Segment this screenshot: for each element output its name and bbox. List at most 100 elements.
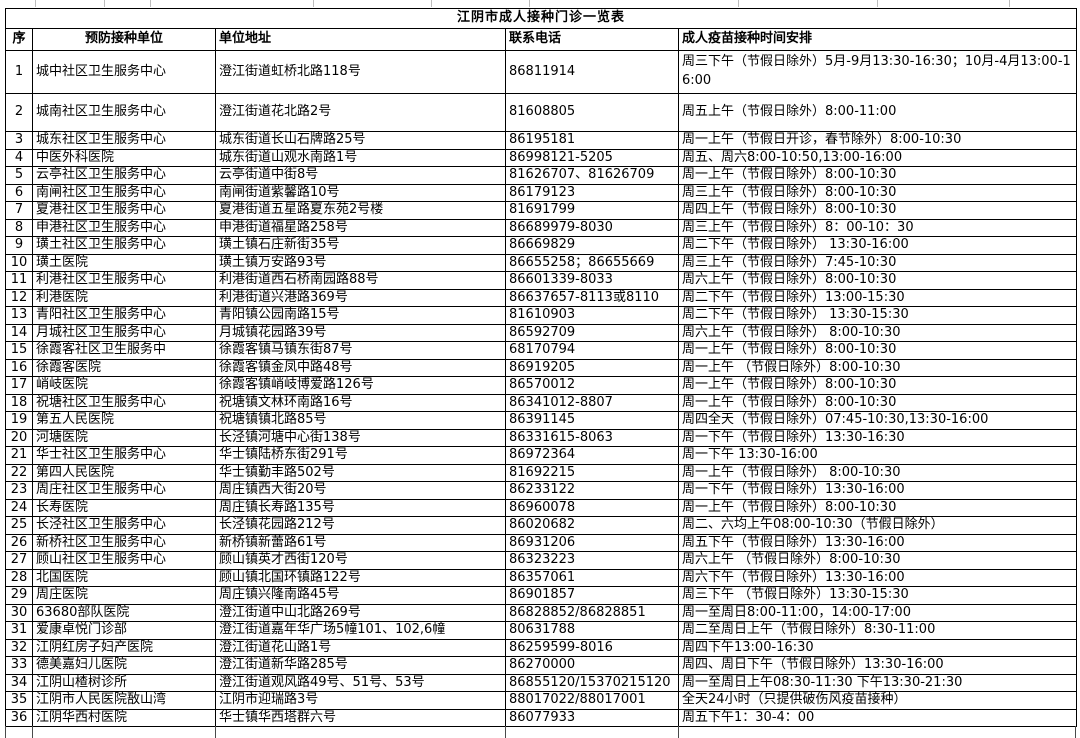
cell-seq: 27	[5, 551, 33, 570]
cell-phone: 86259599-8016	[505, 638, 679, 657]
cell-schedule: 周一上午 （节假日除外）8:00-10:30	[677, 358, 1078, 377]
table-row: 19 第五人民医院 祝塘镇镇北路85号 86391145 周四全天（节假日除外）…	[5, 411, 1078, 430]
table-row: 22 第四人民医院 华士镇勤丰路502号 81692215 周一上午（节假日除外…	[5, 463, 1078, 482]
cell-schedule: 周二下午（节假日除外） 13:30-16:00	[677, 236, 1078, 255]
cell-phone: 86669829	[505, 236, 679, 255]
cell-address: 璜土镇石庄新街35号	[215, 236, 506, 255]
cell-phone: 81610903	[505, 306, 679, 325]
cell-address: 华士镇陆桥东街291号	[215, 446, 506, 465]
top-gridline-strip	[0, 0, 1080, 8]
cell-seq: 14	[5, 323, 33, 342]
cell-unit: 夏港社区卫生服务中心	[32, 201, 216, 220]
cell-address: 城东街道山观水南路1号	[215, 148, 506, 167]
cell-address: 澄江街道观风路49号、51号、53号	[215, 673, 506, 692]
cell-address: 澄江街道花北路2号	[215, 93, 506, 132]
cell-schedule: 周六上午（节假日除外） 8:00-10:30	[677, 323, 1078, 342]
table-row: 7 夏港社区卫生服务中心 夏港街道五星路夏东苑2号楼 81691799 周四上午…	[5, 201, 1078, 220]
cell-phone: 86020682	[505, 516, 679, 535]
cell-phone: 86195181	[505, 131, 679, 150]
cell-seq: 29	[5, 586, 33, 605]
cell-unit: 祝塘社区卫生服务中心	[32, 393, 216, 412]
cell-unit: 南闸社区卫生服务中心	[32, 183, 216, 202]
cell-schedule: 周一上午（节假日除外） 8:00-10:30	[677, 463, 1078, 482]
table-row: 4 中医外科医院 城东街道山观水南路1号 86998121-5205 周五、周六…	[5, 148, 1078, 167]
cell-schedule: 周二至周日上午（节假日除外）8:30-11:00	[677, 621, 1078, 640]
table-row: 12 利港医院 利港街道兴港路369号 86637657-8113或8110 周…	[5, 288, 1078, 307]
cell-schedule: 周一上午（节假日除外）8:00-10:30	[677, 393, 1078, 412]
cell-address: 澄江街道中山北路269号	[215, 603, 506, 622]
cell-phone: 86637657-8113或8110	[505, 288, 679, 307]
table-row: 13 青阳社区卫生服务中心 青阳镇公园南路15号 81610903 周二下午（节…	[5, 306, 1078, 325]
cell-schedule: 周一下午（节假日除外）13:30-16:00	[677, 481, 1078, 500]
table-row: 6 南闸社区卫生服务中心 南闸街道紫馨路10号 86179123 周三上午（节假…	[5, 183, 1078, 202]
table-row: 1 城中社区卫生服务中心 澄江街道虹桥北路118号 86811914 周三下午（…	[5, 50, 1078, 94]
cell-seq: 9	[5, 236, 33, 255]
cell-unit: 城中社区卫生服务中心	[32, 50, 216, 94]
cell-address: 申港街道福星路258号	[215, 218, 506, 237]
table-row: 36 江阴华西村医院 华士镇华西塔群六号 86077933 周五下午1：30-4…	[5, 708, 1078, 727]
cell-unit: 徐霞客社区卫生服务中	[32, 341, 216, 360]
cell-address: 徐霞客镇马镇东街87号	[215, 341, 506, 360]
header-row: 序 预防接种单位 单位地址 联系电话 成人疫苗接种时间安排	[5, 28, 1078, 51]
cell-phone: 86077933	[505, 708, 679, 727]
cell-schedule: 周三下午 （节假日除外）13:30-15:30	[677, 586, 1078, 605]
cell-phone: 86601339-8033	[505, 271, 679, 290]
cell-address: 华士镇华西塔群六号	[215, 708, 506, 727]
col-header-unit: 预防接种单位	[32, 28, 216, 51]
cell-phone: 86341012-8807	[505, 393, 679, 412]
cell-seq: 2	[5, 93, 33, 132]
cell-schedule: 周六上午 （节假日除外）8:00-10:30	[677, 551, 1078, 570]
bottom-gridline-strip	[5, 726, 1076, 738]
cell-phone: 68170794	[505, 341, 679, 360]
cell-schedule: 周四下午13:00-16:30	[677, 638, 1078, 657]
cell-address: 月城镇花园路39号	[215, 323, 506, 342]
table-row: 33 德美嘉妇儿医院 澄江街道新华路285号 86270000 周四、周日下午（…	[5, 656, 1078, 675]
cell-phone: 86331615-8063	[505, 428, 679, 447]
table-row: 32 江阴红房子妇产医院 澄江街道花山路1号 86259599-8016 周四下…	[5, 638, 1078, 657]
cell-unit: 华士社区卫生服务中心	[32, 446, 216, 465]
cell-unit: 北国医院	[32, 568, 216, 587]
cell-address: 周庄镇兴隆南路45号	[215, 586, 506, 605]
cell-seq: 25	[5, 516, 33, 535]
cell-unit: 63680部队医院	[32, 603, 216, 622]
cell-seq: 7	[5, 201, 33, 220]
cell-seq: 34	[5, 673, 33, 692]
cell-seq: 35	[5, 691, 33, 710]
cell-phone: 86855120/15370215120	[505, 673, 679, 692]
cell-phone: 86592709	[505, 323, 679, 342]
cell-phone: 81691799	[505, 201, 679, 220]
cell-phone: 86179123	[505, 183, 679, 202]
cell-phone: 86828852/86828851	[505, 603, 679, 622]
table-row: 31 爱康卓悦门诊部 澄江街道嘉年华广场5幢101、102,6幢 8063178…	[5, 621, 1078, 640]
cell-unit: 德美嘉妇儿医院	[32, 656, 216, 675]
cell-seq: 30	[5, 603, 33, 622]
cell-seq: 8	[5, 218, 33, 237]
cell-schedule: 周三上午（节假日除外）7:45-10:30	[677, 253, 1078, 272]
cell-address: 长泾镇花园路212号	[215, 516, 506, 535]
cell-schedule: 周五上午（节假日除外）8:00-11:00	[677, 93, 1078, 132]
cell-unit: 第四人民医院	[32, 463, 216, 482]
cell-address: 徐霞客镇峭岐博爱路126号	[215, 376, 506, 395]
cell-unit: 云亭社区卫生服务中心	[32, 166, 216, 185]
table-row: 17 峭岐医院 徐霞客镇峭岐博爱路126号 86570012 周一上午（节假日除…	[5, 376, 1078, 395]
cell-unit: 长寿医院	[32, 498, 216, 517]
cell-phone: 86233122	[505, 481, 679, 500]
cell-schedule: 周一下午 13:30-16:00	[677, 446, 1078, 465]
table-row: 5 云亭社区卫生服务中心 云亭街道中街8号 81626707、81626709 …	[5, 166, 1078, 185]
cell-schedule: 周五下午1：30-4：00	[677, 708, 1078, 727]
table-row: 29 周庄医院 周庄镇兴隆南路45号 86901857 周三下午 （节假日除外）…	[5, 586, 1078, 605]
cell-unit: 新桥社区卫生服务中心	[32, 533, 216, 552]
cell-seq: 3	[5, 131, 33, 150]
cell-schedule: 周一至周日8:00-11:00，14:00-17:00	[677, 603, 1078, 622]
cell-unit: 江阴红房子妇产医院	[32, 638, 216, 657]
cell-address: 璜土镇万安路93号	[215, 253, 506, 272]
cell-seq: 28	[5, 568, 33, 587]
cell-address: 南闸街道紫馨路10号	[215, 183, 506, 202]
cell-seq: 32	[5, 638, 33, 657]
cell-schedule: 周二下午（节假日除外） 13:30-15:30	[677, 306, 1078, 325]
cell-address: 华士镇勤丰路502号	[215, 463, 506, 482]
cell-seq: 20	[5, 428, 33, 447]
cell-address: 祝塘镇镇北路85号	[215, 411, 506, 430]
table-row: 24 长寿医院 周庄镇长寿路135号 86960078 周一上午（节假日除外）8…	[5, 498, 1078, 517]
